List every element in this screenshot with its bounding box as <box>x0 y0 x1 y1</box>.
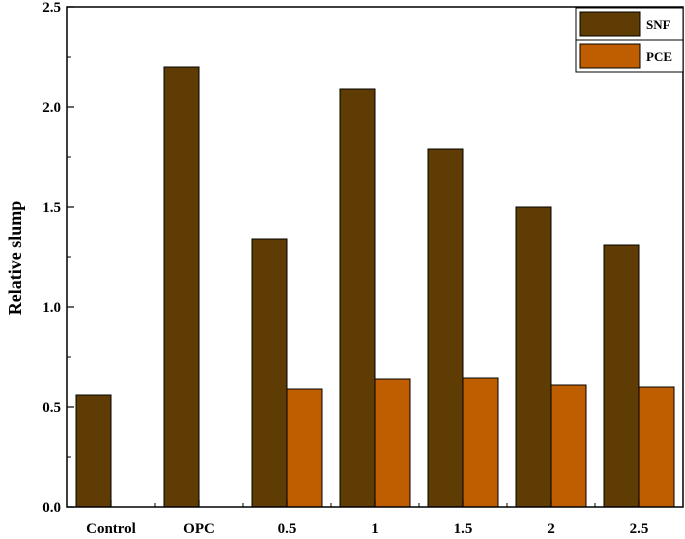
x-tick-label: OPC <box>183 521 215 537</box>
bar-snf-Control <box>75 394 112 508</box>
bar-snf-1 <box>339 88 376 508</box>
legend-label-snf: SNF <box>646 17 671 32</box>
bar-snf-1.5 <box>427 148 464 508</box>
bar-snf-2 <box>515 206 552 508</box>
x-tick-label: Control <box>86 521 136 537</box>
y-tick-label: 2.5 <box>42 0 61 16</box>
x-tick-label: 1 <box>371 521 379 537</box>
bar-pce-1 <box>374 378 411 508</box>
bar-pce-1.5 <box>462 377 499 508</box>
bar-pce-2 <box>550 384 587 508</box>
y-tick-label: 0.0 <box>42 500 61 516</box>
x-tick-label: 1.5 <box>454 521 473 537</box>
y-tick-label: 0.5 <box>42 400 61 416</box>
bar-pce-0.5 <box>286 388 323 508</box>
bar-snf-OPC <box>163 66 200 508</box>
x-tick-label: 2.5 <box>630 521 649 537</box>
bars-layer <box>75 66 675 508</box>
bar-snf-0.5 <box>251 238 288 508</box>
y-tick-label: 1.5 <box>42 200 61 216</box>
y-axis: 0.0 0.5 1.0 1.5 2.0 2.5 <box>42 0 74 516</box>
bar-snf-2.5 <box>603 244 640 508</box>
legend-label-pce: PCE <box>646 49 672 64</box>
x-tick-label: 0.5 <box>278 521 297 537</box>
y-axis-title: Relative slump <box>5 201 25 316</box>
x-axis: Control OPC 0.5 1 1.5 2 2.5 <box>86 500 648 537</box>
y-tick-label: 1.0 <box>42 300 61 316</box>
legend-swatch-pce <box>579 43 641 69</box>
x-tick-label: 2 <box>547 521 555 537</box>
legend-swatch-snf <box>579 11 641 37</box>
legend: SNF PCE <box>575 7 684 73</box>
y-tick-label: 2.0 <box>42 100 61 116</box>
bar-pce-2.5 <box>638 386 675 508</box>
